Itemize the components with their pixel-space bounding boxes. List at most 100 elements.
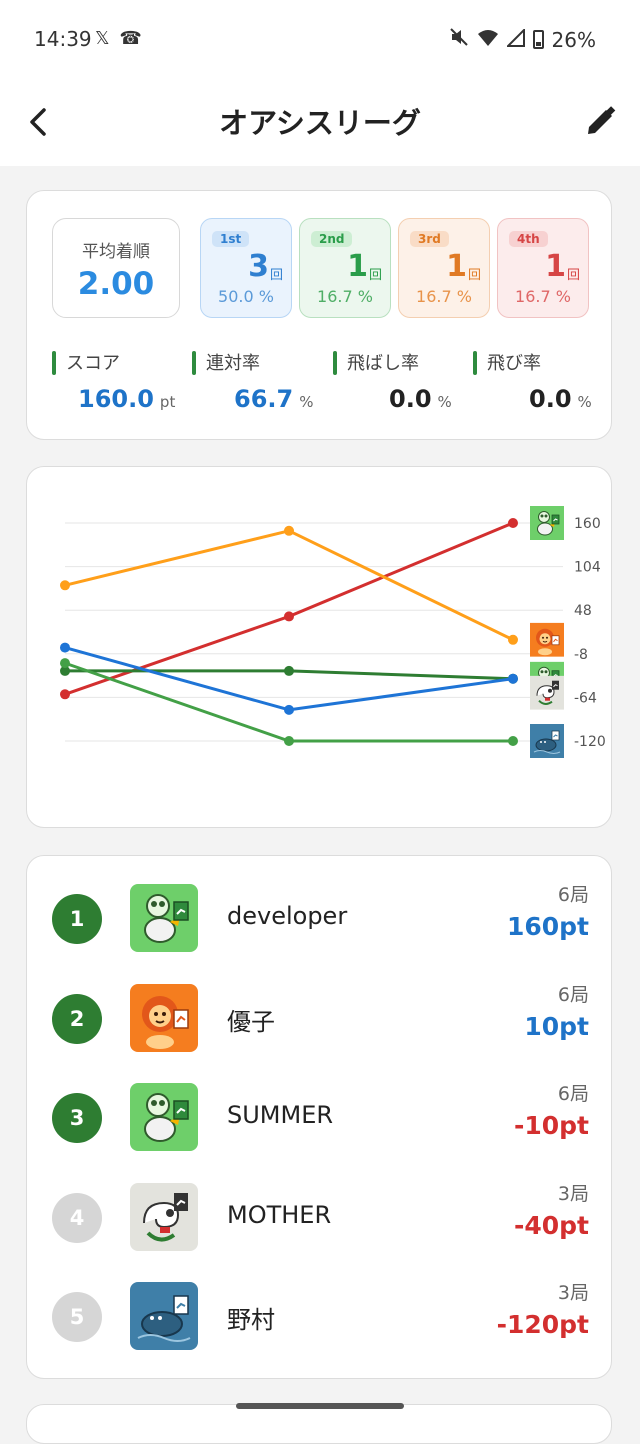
series-point-MOTHER-1	[284, 704, 294, 715]
stat-number: 0.0	[529, 385, 572, 413]
wifi-icon	[477, 28, 499, 52]
ranking-row[interactable]: 3 SUMMER 6局 -10pt	[27, 1083, 613, 1153]
placement-4th: 4th 1 回 16.7 %	[497, 218, 589, 318]
stat-label: 飛び率	[487, 353, 541, 374]
y-tick-label: 48	[574, 603, 592, 619]
mute-icon	[449, 27, 469, 52]
stat-label: 飛ばし率	[347, 353, 419, 374]
placement-tag: 1st	[212, 231, 250, 247]
stat-label: スコア	[66, 353, 120, 374]
y-tick-label: -64	[574, 690, 597, 706]
stat-accent-bar	[333, 351, 337, 375]
games-count: 3局	[557, 1182, 589, 1205]
stat-unit: %	[437, 393, 452, 411]
score-chart-card: 160 104 48 -8 -64 -120	[26, 466, 612, 828]
player-score: -40pt	[513, 1210, 589, 1240]
player-name: developer	[227, 902, 348, 930]
player-score: 10pt	[524, 1011, 589, 1041]
games-count: 6局	[557, 884, 589, 906]
seal-avatar	[130, 1282, 198, 1350]
placement-tag: 4th	[509, 231, 548, 247]
player-name: 優子	[227, 1007, 275, 1036]
edit-button[interactable]	[580, 102, 620, 142]
series-point-developer-0	[60, 689, 70, 700]
player-score: 160pt	[506, 912, 589, 941]
average-rank-label: 平均着順	[82, 242, 150, 262]
placement-count: 1	[446, 249, 467, 284]
missed-call-icon: ☎	[119, 28, 152, 49]
stat-value: 66.7%	[234, 385, 313, 413]
chameleon-avatar	[130, 1182, 198, 1251]
rank-badge: 1	[52, 894, 102, 944]
rank-badge: 3	[52, 1093, 102, 1143]
series-point-野村-1	[284, 736, 294, 746]
placement-unit: 回	[269, 268, 283, 283]
placement-tag: 2nd	[311, 231, 353, 247]
y-tick-label: -120	[574, 734, 606, 750]
ranking-row[interactable]: 4 MOTHER 3局 -40pt	[27, 1182, 613, 1253]
status-bar: 14:39 𝕏☎ 26%	[0, 0, 640, 80]
summary-card: 平均着順 2.00 1st 3 回 50.0 % 2nd 1 回 16.7 % …	[26, 190, 612, 440]
placement-1st: 1st 3 回 50.0 %	[200, 218, 292, 318]
lion-avatar	[130, 983, 198, 1052]
placement-count: 1	[545, 249, 566, 284]
series-point-MOTHER-2	[508, 673, 518, 684]
stat-value: 0.0%	[389, 385, 452, 413]
legend-avatar-優子	[530, 622, 564, 657]
series-point-優子-2	[508, 634, 518, 645]
placement-count: 3	[248, 249, 269, 284]
rank-badge: 5	[52, 1292, 102, 1342]
y-tick-label: 160	[574, 516, 601, 532]
placement-2nd: 2nd 1 回 16.7 %	[299, 218, 391, 318]
home-indicator	[236, 1403, 404, 1409]
legend-avatar-野村	[530, 724, 564, 758]
placement-percent: 50.0 %	[218, 287, 274, 306]
placement-unit: 回	[566, 268, 580, 283]
back-button[interactable]	[20, 102, 60, 142]
app-bar: オアシスリーグ	[0, 80, 640, 166]
zombie-bird-avatar	[130, 1083, 198, 1151]
series-point-優子-0	[60, 580, 70, 591]
page-title: オアシスリーグ	[219, 106, 421, 140]
stat-value: 160.0 pt	[78, 385, 175, 413]
rank-badge: 4	[52, 1192, 102, 1243]
stat-number: 160.0	[78, 385, 154, 413]
status-time: 14:39	[34, 27, 92, 51]
series-point-優子-1	[284, 525, 294, 536]
ranking-row[interactable]: 5 野村 3局 -120pt	[27, 1282, 613, 1352]
player-score: -120pt	[496, 1310, 589, 1339]
stat-accent-bar	[473, 351, 477, 375]
y-tick-label: -8	[574, 647, 588, 663]
series-line-MOTHER	[64, 646, 514, 712]
stat-unit: pt	[159, 393, 176, 411]
ranking-row[interactable]: 2 優子 6局 10pt	[27, 983, 613, 1054]
games-count: 6局	[557, 1083, 589, 1105]
legend-avatar-MOTHER	[530, 675, 564, 710]
series-point-SUMMER-0	[60, 665, 70, 676]
battery-level: 26%	[551, 27, 596, 52]
stat-value: 0.0%	[529, 385, 592, 413]
average-rank-box: 平均着順 2.00	[52, 218, 180, 318]
placement-3rd: 3rd 1 回 16.7 %	[398, 218, 490, 318]
series-point-developer-1	[284, 611, 294, 622]
stat-unit: %	[577, 393, 592, 411]
status-right: 26%	[449, 27, 596, 52]
placement-percent: 16.7 %	[416, 287, 472, 306]
series-point-野村-0	[60, 658, 70, 669]
player-name: MOTHER	[227, 1200, 332, 1229]
placement-unit: 回	[368, 268, 382, 283]
series-point-MOTHER-0	[60, 642, 70, 653]
player-name: 野村	[227, 1306, 275, 1334]
games-count: 6局	[557, 983, 589, 1006]
placement-count: 1	[347, 249, 368, 284]
x-logo-icon: 𝕏	[95, 28, 120, 49]
average-rank-value: 2.00	[77, 266, 155, 302]
series-point-SUMMER-1	[284, 665, 294, 676]
ranking-row[interactable]: 1 developer 6局 160pt	[27, 884, 613, 954]
series-point-developer-2	[508, 518, 518, 528]
player-score: -10pt	[513, 1111, 589, 1140]
ranking-card: 1 developer 6局 160pt 2 優子 6局 10pt 3 SUMMER 6局 -10pt…	[26, 855, 612, 1379]
stat-unit: %	[299, 393, 314, 411]
y-tick-label: 104	[574, 560, 601, 576]
stat-number: 0.0	[389, 385, 432, 413]
